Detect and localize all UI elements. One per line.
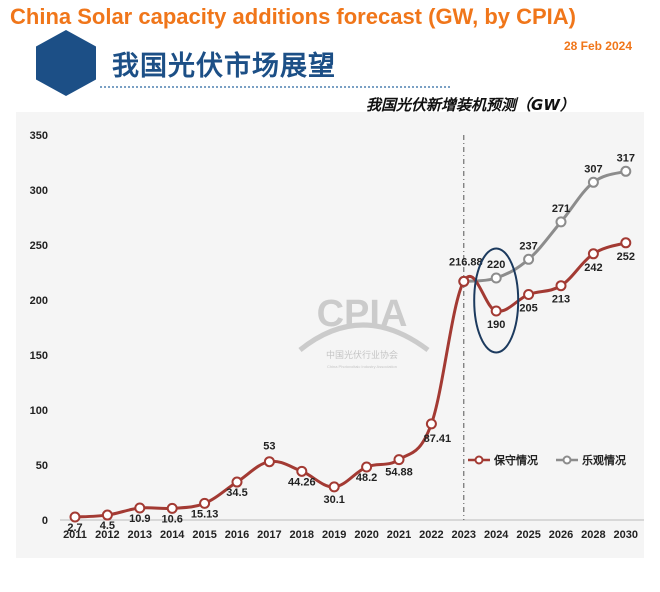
- data-point: [69, 511, 81, 523]
- page-title: China Solar capacity additions forecast …: [10, 4, 577, 29]
- highlight-ellipse: [473, 247, 520, 354]
- watermark-org-name-en: China Photovoltaic Industry Association: [327, 364, 397, 369]
- data-point: [587, 176, 599, 188]
- data-label: 317: [617, 152, 635, 164]
- data-label: 54.88: [385, 467, 413, 479]
- data-labels: 2.7 4.5 10.9 10.6 15.13 34.5 53 44.26 30.1 48.2 54…: [67, 152, 635, 534]
- series-layer: 2.7 4.5 10.9 10.6 15.13 34.5 53 44.26 30.1 48.2 54…: [67, 152, 635, 534]
- data-point: [620, 165, 632, 177]
- data-point: [490, 272, 502, 284]
- chart-title: 我国光伏新增装机预测（GW）: [366, 96, 575, 114]
- data-label: 220: [487, 259, 505, 271]
- y-tick-label: 100: [30, 405, 48, 417]
- data-label: 53: [263, 441, 275, 453]
- data-label: 44.26: [288, 476, 316, 488]
- x-tick-label: 2017: [257, 529, 281, 541]
- data-label: 213: [552, 294, 570, 306]
- legend-marker: [474, 455, 484, 465]
- x-tick-label: 2011: [63, 529, 87, 541]
- data-point: [620, 237, 632, 249]
- x-tick-label: 2022: [419, 529, 443, 541]
- data-point: [296, 465, 308, 477]
- x-tick-label: 2016: [225, 529, 249, 541]
- y-tick-label: 250: [30, 240, 48, 252]
- data-label: 307: [584, 163, 602, 175]
- data-label: 252: [617, 251, 635, 263]
- x-tick-label: 2026: [549, 529, 573, 541]
- data-point: [328, 481, 340, 493]
- y-tick-label: 50: [36, 460, 48, 472]
- data-label: 2.7: [67, 522, 82, 534]
- data-point: [134, 502, 146, 514]
- data-point: [587, 248, 599, 260]
- data-point: [523, 289, 535, 300]
- x-tick-label: 2024: [484, 529, 509, 541]
- x-tick-label: 2019: [322, 529, 346, 541]
- data-point: [555, 280, 567, 292]
- x-tick-label: 2013: [128, 529, 152, 541]
- data-point: [263, 456, 275, 468]
- x-tick-label: 2021: [387, 529, 411, 541]
- x-tick-label: 2030: [614, 529, 638, 541]
- data-point: [458, 275, 470, 287]
- y-tick-label: 350: [30, 130, 48, 142]
- x-tick-label: 2020: [354, 529, 378, 541]
- x-axis: 2011 2012 2013 2014 2015 2016 2017 2018 2019 2020…: [60, 519, 644, 541]
- series-conservative: [69, 237, 632, 523]
- data-point: [555, 216, 567, 228]
- data-point: [199, 497, 211, 509]
- y-tick-label: 0: [42, 515, 48, 527]
- data-label: 4.5: [100, 520, 115, 532]
- x-tick-label: 2028: [581, 529, 605, 541]
- chart-legend: 保守情况 乐观情况: [468, 453, 626, 467]
- data-label: 10.6: [161, 513, 182, 525]
- chart-background: [16, 112, 644, 558]
- y-tick-label: 200: [30, 295, 48, 307]
- publish-date: 28 Feb 2024: [563, 39, 632, 53]
- data-point: [393, 454, 405, 466]
- data-point: [361, 461, 373, 473]
- watermark-logo-text: CPIA: [317, 293, 408, 335]
- data-label: 30.1: [323, 494, 344, 506]
- data-label: 237: [519, 240, 537, 252]
- hexagon-logo-icon: [36, 30, 96, 96]
- watermark-org-name: 中国光伏行业协会: [326, 349, 398, 361]
- data-label: 15.13: [191, 508, 219, 520]
- watermark-swoosh-icon: [298, 322, 430, 352]
- data-point: [425, 418, 437, 430]
- x-tick-label: 2012: [95, 529, 119, 541]
- data-label: 271: [552, 203, 570, 215]
- y-tick-label: 300: [30, 185, 48, 197]
- y-tick-label: 150: [30, 350, 48, 362]
- legend-label: 乐观情况: [582, 453, 626, 467]
- x-tick-label: 2023: [452, 529, 476, 541]
- data-label: 205: [519, 303, 537, 315]
- data-point: [101, 509, 113, 521]
- data-label: 34.5: [226, 487, 247, 499]
- data-label: 10.9: [129, 513, 150, 525]
- x-tick-label: 2018: [290, 529, 314, 541]
- data-label: 48.2: [356, 472, 377, 484]
- data-point: [166, 502, 178, 514]
- data-label: 242: [584, 262, 602, 274]
- legend-label: 保守情况: [493, 453, 538, 467]
- data-point: [523, 253, 535, 265]
- y-axis: 0 50 100 150 200 250 300 350: [30, 130, 48, 527]
- data-point: [490, 305, 502, 317]
- data-label: 87.41: [424, 433, 452, 445]
- cpia-watermark: CPIA 中国光伏行业协会 China Photovoltaic Industr…: [298, 293, 430, 369]
- data-label: 216.88: [449, 256, 483, 268]
- x-tick-label: 2014: [160, 529, 185, 541]
- slide-heading: 我国光伏市场展望: [112, 51, 336, 82]
- dotted-divider: [100, 86, 450, 88]
- data-point: [231, 476, 243, 488]
- x-tick-label: 2015: [192, 529, 216, 541]
- data-label: 190: [487, 319, 505, 331]
- legend-marker: [562, 455, 572, 465]
- x-tick-label: 2025: [516, 529, 540, 541]
